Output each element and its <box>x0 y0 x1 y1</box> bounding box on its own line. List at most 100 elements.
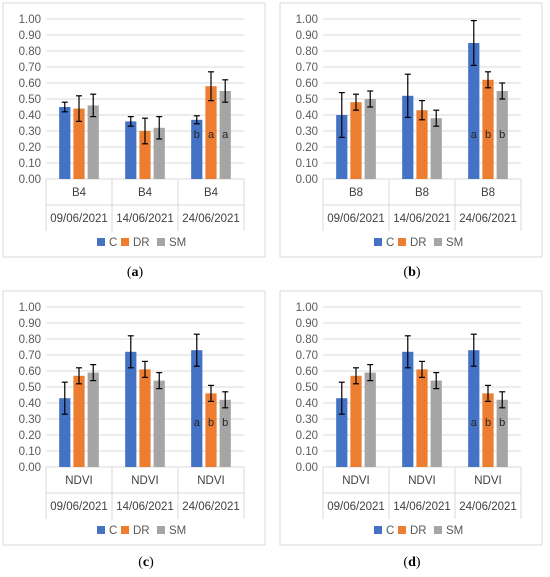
bar-sm <box>219 399 231 467</box>
legend-swatch-dr <box>398 526 406 534</box>
bar-sm <box>430 118 442 179</box>
x-category-label: NDVI <box>342 475 369 487</box>
caption-letter: b <box>408 265 416 280</box>
y-tick-label: 0.10 <box>296 446 318 458</box>
y-tick-label: 1.00 <box>296 14 318 26</box>
caption-paren-open: ( <box>403 555 408 570</box>
y-tick-label: 0.90 <box>19 318 41 330</box>
bar-c <box>191 119 203 179</box>
x-date-label: 09/06/2021 <box>50 501 108 513</box>
legend-swatch-c <box>374 238 382 246</box>
x-category-label: B8 <box>415 187 429 199</box>
y-tick-label: 0.00 <box>296 462 318 474</box>
significance-label: b <box>194 129 200 141</box>
bar-sm <box>219 91 231 179</box>
x-category-label: NDVI <box>408 475 435 487</box>
bar-dr <box>205 86 217 179</box>
y-tick-label: 0.60 <box>19 78 41 90</box>
bar-c <box>191 350 203 467</box>
bar-c <box>125 351 137 467</box>
y-tick-label: 0.80 <box>296 46 318 58</box>
bar-sm <box>153 380 165 467</box>
y-tick-label: 0.10 <box>19 446 41 458</box>
chart-panel-d: 0.00 0.10 0.20 0.30 0.40 0.50 0.60 0.70 0.80 0.90… <box>279 290 543 546</box>
bar-dr <box>205 393 217 467</box>
y-tick-label: 0.30 <box>19 126 41 138</box>
y-tick-label: 0.90 <box>19 30 41 42</box>
y-tick-label: 0.30 <box>296 414 318 426</box>
bar-sm <box>87 372 99 467</box>
legend-label: DR <box>410 237 427 249</box>
caption-paren-close: ) <box>149 555 154 570</box>
bar-c <box>125 121 137 179</box>
legend-label: DR <box>133 237 150 249</box>
legend-swatch-c <box>97 526 105 534</box>
y-tick-label: 0.30 <box>296 126 318 138</box>
bar-dr <box>350 375 362 467</box>
panel-caption: (d) <box>403 555 420 570</box>
y-tick-label: 0.40 <box>296 110 318 122</box>
x-category-label: B8 <box>481 187 495 199</box>
x-category-label: B8 <box>349 187 363 199</box>
bar-c <box>59 107 71 179</box>
significance-label: b <box>208 417 214 429</box>
y-tick-label: 0.60 <box>296 78 318 90</box>
legend-label: C <box>109 237 117 249</box>
y-tick-label: 0.50 <box>19 94 41 106</box>
bar-sm <box>364 372 376 467</box>
significance-label: b <box>222 417 228 429</box>
legend-swatch-sm <box>157 238 165 246</box>
legend-label: C <box>109 525 117 537</box>
y-tick-label: 0.40 <box>19 398 41 410</box>
bar-dr <box>416 369 428 467</box>
legend-label: C <box>386 237 394 249</box>
legend-swatch-c <box>97 238 105 246</box>
panel-caption: (a) <box>127 265 144 280</box>
bar-c <box>468 350 480 467</box>
x-date-label: 14/06/2021 <box>393 213 451 225</box>
y-tick-label: 0.20 <box>296 430 318 442</box>
bar-c <box>468 43 480 179</box>
legend-label: C <box>386 525 394 537</box>
y-tick-label: 0.60 <box>19 366 41 378</box>
bar-c <box>336 115 348 179</box>
bar-sm <box>364 99 376 179</box>
y-tick-label: 0.70 <box>296 62 318 74</box>
caption-paren-close: ) <box>416 555 421 570</box>
y-tick-label: 0.50 <box>296 94 318 106</box>
y-tick-label: 1.00 <box>296 302 318 314</box>
bar-c <box>402 95 414 179</box>
significance-label: b <box>499 417 505 429</box>
x-date-label: 14/06/2021 <box>393 501 451 513</box>
y-tick-label: 0.80 <box>19 46 41 58</box>
bar-sm <box>496 91 508 179</box>
y-tick-label: 1.00 <box>19 14 41 26</box>
significance-label: a <box>194 417 201 429</box>
y-tick-label: 0.20 <box>296 142 318 154</box>
bar-dr <box>139 369 151 467</box>
caption-paren-open: ( <box>127 265 132 280</box>
y-tick-label: 0.10 <box>19 158 41 170</box>
y-tick-label: 0.20 <box>19 142 41 154</box>
x-category-label: B4 <box>72 187 87 199</box>
significance-label: a <box>471 417 478 429</box>
x-date-label: 09/06/2021 <box>327 501 385 513</box>
caption-paren-close: ) <box>139 265 144 280</box>
x-date-label: 24/06/2021 <box>459 213 517 225</box>
y-tick-label: 0.70 <box>19 62 41 74</box>
y-tick-label: 0.40 <box>296 398 318 410</box>
y-tick-label: 0.60 <box>296 366 318 378</box>
panel-caption: (b) <box>403 265 420 280</box>
caption-paren-open: ( <box>403 265 408 280</box>
x-category-label: B4 <box>138 187 153 199</box>
y-tick-label: 0.90 <box>296 30 318 42</box>
y-tick-label: 0.80 <box>19 334 41 346</box>
bar-dr <box>73 108 85 179</box>
bar-sm <box>496 399 508 467</box>
legend-swatch-sm <box>157 526 165 534</box>
chart-panel-b: 0.00 0.10 0.20 0.30 0.40 0.50 0.60 0.70 0.80 0.90… <box>279 2 543 258</box>
x-category-label: B4 <box>204 187 219 199</box>
legend-label: SM <box>169 237 186 249</box>
y-tick-label: 0.50 <box>19 382 41 394</box>
bar-dr <box>350 102 362 179</box>
